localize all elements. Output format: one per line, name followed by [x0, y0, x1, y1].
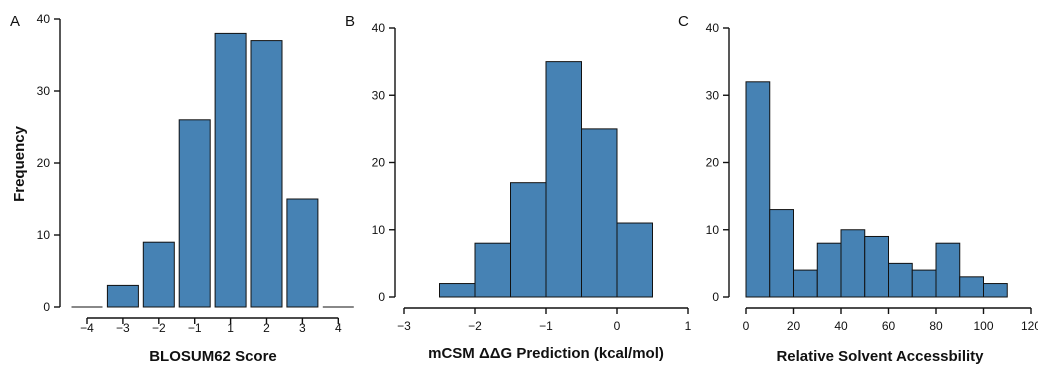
panel-c: C Relative Solvent Accessbility 01020304…: [678, 13, 1038, 365]
panel-c-x-tick-label: 60: [882, 319, 896, 333]
panel-a-y-tick-label: 0: [43, 300, 50, 314]
panel-a-x-tick-label: −3: [116, 321, 130, 335]
panel-c-bar: [745, 81, 771, 298]
panel-b: B mCSM ΔΔG Prediction (kcal/mol) 0102030…: [345, 13, 692, 362]
panel-c-y-tick-label: 10: [706, 223, 720, 237]
panel-b-plot: 0 10 20 30 40 −3 −2 −1 0 1: [372, 21, 692, 333]
panel-a-x-tick-label: 3: [299, 321, 306, 335]
panel-c-x-tick-label: 100: [973, 319, 993, 333]
panel-a-x-tick-label: 2: [263, 321, 270, 335]
panel-a-x-tick-label: −4: [80, 321, 94, 335]
panel-c-y-tick-label: 30: [706, 88, 720, 102]
panel-c-bar: [864, 235, 889, 298]
panel-c-x-tick-label: 0: [743, 319, 750, 333]
panel-c-x-tick-label: 20: [787, 319, 801, 333]
panel-c-bar: [983, 283, 1008, 298]
panel-c-bar: [840, 229, 866, 298]
panel-c-x-tick-label: 40: [834, 319, 848, 333]
panel-a-bar: [214, 32, 247, 308]
panel-b-y-tick-label: 0: [378, 290, 385, 304]
panel-c-x-axis-title: Relative Solvent Accessbility: [776, 348, 984, 365]
panel-c-plot: 0 10 20 30 40 0 20 40 60 80 100 120: [706, 21, 1038, 333]
panel-c-bar: [935, 242, 961, 298]
panel-b-x-tick-label: −3: [397, 319, 411, 333]
panel-a-y-tick-label: 10: [37, 228, 51, 242]
panel-a-y-tick-label: 30: [37, 84, 51, 98]
panel-b-x-tick-label: 0: [614, 319, 621, 333]
panel-b-bar: [581, 128, 618, 298]
panel-c-y-tick-label: 40: [706, 21, 720, 35]
panel-b-x-tick-label: 1: [685, 319, 692, 333]
panel-a-bar: [286, 198, 319, 308]
panel-a-x-axis-title: BLOSUM62 Score: [149, 348, 277, 365]
panel-a-y-tick-label: 40: [37, 12, 51, 26]
panel-b-bar: [510, 182, 547, 298]
panel-c-bar: [769, 209, 794, 298]
panel-b-y-tick-label: 20: [372, 156, 386, 170]
panel-a-letter: A: [10, 13, 20, 30]
panel-a-bar: [142, 241, 175, 308]
panel-a-plot: 0 10 20 30 40 −4 −3 −2 −1 1 2 3 4: [37, 12, 354, 335]
panel-b-bar: [439, 283, 476, 298]
panel-b-bar: [616, 222, 653, 298]
panel-c-bar: [816, 242, 842, 298]
panel-c-bar: [911, 269, 937, 298]
panel-a-y-tick-label: 20: [37, 156, 51, 170]
panel-c-bar: [793, 269, 818, 298]
panel-b-x-tick-label: −1: [539, 319, 553, 333]
panel-c-bar: [888, 262, 913, 298]
panel-b-x-tick-label: −2: [468, 319, 482, 333]
panel-a-bar: [178, 119, 211, 308]
panel-b-y-tick-label: 30: [372, 88, 386, 102]
panel-c-x-tick-label: 80: [929, 319, 943, 333]
panel-a-y-axis-title: Frequency: [11, 125, 28, 202]
panel-c-letter: C: [678, 13, 689, 30]
panel-a-x-tick-label: 4: [335, 321, 342, 335]
panel-b-x-axis-title: mCSM ΔΔG Prediction (kcal/mol): [428, 345, 664, 362]
panel-b-y-tick-label: 40: [372, 21, 386, 35]
panel-b-bar: [474, 242, 511, 298]
panel-a-bar: [250, 40, 283, 308]
panel-c-y-tick-label: 20: [706, 156, 720, 170]
panel-c-x-tick-label: 120: [1021, 319, 1038, 333]
panel-c-y-tick-label: 0: [712, 290, 719, 304]
panel-a: A Frequency BLOSUM62 Score 0 10 20 30 40 −4 −3…: [10, 12, 354, 365]
panel-c-bar: [959, 276, 984, 298]
panel-a-bar: [106, 284, 139, 308]
panel-a-x-tick-label: −1: [188, 321, 202, 335]
panel-b-bar: [545, 61, 582, 298]
panel-b-y-tick-label: 10: [372, 223, 386, 237]
panel-a-x-tick-label: 1: [227, 321, 234, 335]
panel-a-x-tick-label: −2: [152, 321, 166, 335]
panel-b-letter: B: [345, 13, 355, 30]
